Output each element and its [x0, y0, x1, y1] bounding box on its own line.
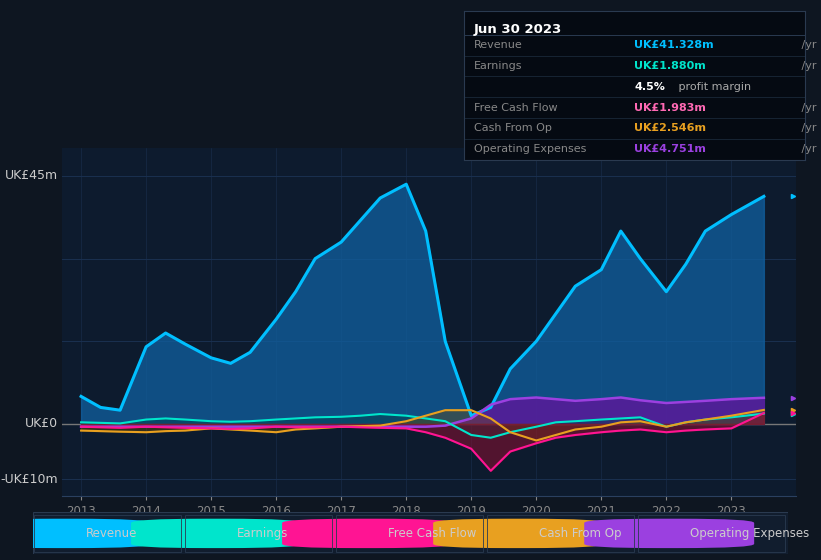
Text: /yr: /yr	[798, 144, 816, 154]
Text: profit margin: profit margin	[675, 82, 751, 92]
Text: /yr: /yr	[798, 61, 816, 71]
Text: Earnings: Earnings	[236, 527, 288, 540]
Text: UK£0: UK£0	[25, 417, 58, 431]
Text: /yr: /yr	[798, 40, 816, 50]
Text: Operating Expenses: Operating Expenses	[474, 144, 586, 154]
FancyBboxPatch shape	[585, 519, 754, 548]
Text: Revenue: Revenue	[85, 527, 137, 540]
Text: Jun 30 2023: Jun 30 2023	[474, 23, 562, 36]
Text: 4.5%: 4.5%	[635, 82, 665, 92]
Text: Revenue: Revenue	[474, 40, 523, 50]
Text: /yr: /yr	[798, 102, 816, 113]
FancyBboxPatch shape	[433, 519, 603, 548]
Text: UK£1.983m: UK£1.983m	[635, 102, 706, 113]
Text: Cash From Op: Cash From Op	[474, 123, 552, 133]
Text: Operating Expenses: Operating Expenses	[690, 527, 810, 540]
Text: UK£4.751m: UK£4.751m	[635, 144, 706, 154]
FancyBboxPatch shape	[131, 519, 301, 548]
Text: Free Cash Flow: Free Cash Flow	[388, 527, 476, 540]
FancyBboxPatch shape	[0, 519, 150, 548]
Text: UK£2.546m: UK£2.546m	[635, 123, 706, 133]
Text: UK£45m: UK£45m	[5, 170, 58, 183]
Text: Earnings: Earnings	[474, 61, 523, 71]
Text: Cash From Op: Cash From Op	[539, 527, 621, 540]
FancyBboxPatch shape	[282, 519, 452, 548]
Text: UK£41.328m: UK£41.328m	[635, 40, 713, 50]
Text: UK£1.880m: UK£1.880m	[635, 61, 706, 71]
FancyBboxPatch shape	[33, 512, 788, 554]
Text: -UK£10m: -UK£10m	[0, 473, 58, 486]
Text: Free Cash Flow: Free Cash Flow	[474, 102, 557, 113]
Text: /yr: /yr	[798, 123, 816, 133]
